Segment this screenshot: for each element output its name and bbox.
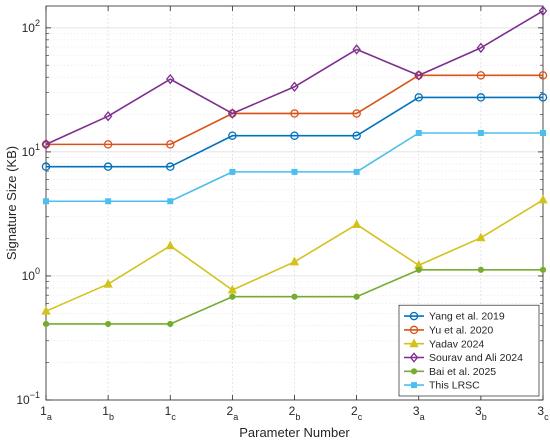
y-tick-label: 102 [22, 18, 40, 35]
marker-diamond [352, 44, 361, 55]
marker-triangle [41, 305, 51, 315]
legend-item: This LRSC [404, 380, 480, 392]
y-tick-label: 101 [22, 142, 40, 159]
marker-diamond [166, 73, 175, 85]
marker-dot [229, 293, 236, 300]
x-tick-label: 3c [537, 404, 549, 422]
x-axis-label: Parameter Number [239, 425, 350, 440]
x-axis: 1a 1b 1c 2a 2b 2c 3a 3b 3c [40, 6, 549, 422]
marker-triangle [289, 256, 300, 266]
legend-label: Yang et al. 2019 [429, 311, 505, 323]
x-tick-label: 3b [475, 404, 487, 422]
x-tick-label: 2a [227, 404, 239, 422]
marker-circle [352, 131, 361, 140]
marker-triangle [165, 240, 175, 250]
legend-label: Yu et al. 2020 [429, 325, 493, 337]
marker-triangle [409, 338, 419, 348]
marker-dot [105, 320, 112, 328]
legend-item: Yang et al. 2019 [404, 311, 505, 323]
marker-circle [103, 162, 113, 171]
legend-label: Sourav and Ali 2024 [429, 352, 523, 364]
marker-square [477, 130, 484, 137]
marker-square [105, 198, 112, 205]
x-tick-label: 1c [165, 404, 177, 422]
marker-circle [290, 131, 299, 140]
marker-square [291, 168, 298, 175]
marker-circle [538, 93, 548, 102]
marker-triangle [103, 278, 113, 288]
x-tick-label: 1b [102, 404, 114, 422]
marker-circle [409, 325, 419, 335]
marker-dot [167, 320, 174, 328]
marker-diamond [414, 70, 423, 81]
x-tick-label: 3a [413, 404, 425, 422]
marker-diamond [228, 108, 237, 119]
legend-label: Yadav 2024 [429, 338, 484, 350]
marker-triangle [476, 232, 486, 242]
marker-circle [352, 109, 361, 118]
legend-item: Yu et al. 2020 [404, 325, 493, 337]
marker-square [353, 168, 360, 175]
marker-dot [353, 293, 360, 300]
marker-circle [228, 131, 237, 140]
marker-diamond [409, 352, 419, 363]
marker-circle [165, 140, 175, 149]
marker-dot [410, 368, 418, 375]
marker-circle [103, 140, 113, 149]
marker-diamond [290, 81, 299, 92]
marker-circle [165, 162, 175, 171]
marker-circle [41, 162, 51, 171]
y-tick-label: 100 [22, 266, 40, 283]
marker-dot [477, 266, 484, 273]
legend-item: Sourav and Ali 2024 [404, 352, 523, 364]
y-tick-label: 10−1 [16, 390, 40, 407]
marker-square [410, 382, 417, 389]
marker-circle [538, 71, 548, 80]
series-yadav-2024 [41, 194, 548, 315]
x-tick-label: 1a [40, 404, 52, 422]
marker-diamond [103, 110, 113, 122]
marker-triangle [538, 194, 548, 204]
marker-dot [415, 266, 422, 273]
marker-dot [42, 320, 50, 328]
marker-square [415, 130, 422, 137]
marker-circle [414, 93, 423, 102]
series-line [46, 96, 543, 168]
series-bai-et-al-2025 [42, 266, 547, 328]
legend-label: This LRSC [429, 380, 480, 392]
series-line [45, 10, 544, 146]
marker-square [540, 130, 547, 137]
marker-triangle [351, 219, 362, 228]
series-line [46, 74, 543, 146]
marker-circle [476, 71, 486, 80]
marker-dot [539, 266, 547, 273]
marker-circle [290, 109, 299, 118]
marker-diamond [538, 5, 548, 17]
series-yang-et-al-2019 [41, 93, 548, 171]
x-tick-label: 2c [351, 404, 363, 422]
legend-box [398, 304, 540, 397]
legend-item: Bai et al. 2025 [404, 366, 496, 378]
y-axis-label: Signature Size (KB) [4, 146, 19, 260]
marker-square [229, 168, 236, 175]
marker-square [43, 198, 50, 205]
marker-dot [291, 293, 298, 300]
y-axis: 10−1 100 101 102 [16, 18, 543, 407]
marker-circle [476, 93, 486, 102]
marker-diamond [476, 42, 486, 54]
series-this-lrsc [43, 130, 547, 205]
marker-square [167, 198, 174, 205]
legend-label: Bai et al. 2025 [429, 366, 496, 378]
marker-triangle [227, 284, 238, 294]
x-tick-label: 2b [289, 404, 301, 422]
legend-item: Yadav 2024 [404, 338, 484, 350]
series-group [41, 5, 548, 328]
series-sourav-and-ali-2024 [41, 5, 548, 150]
marker-diamond [41, 139, 51, 150]
marker-circle [409, 311, 419, 321]
